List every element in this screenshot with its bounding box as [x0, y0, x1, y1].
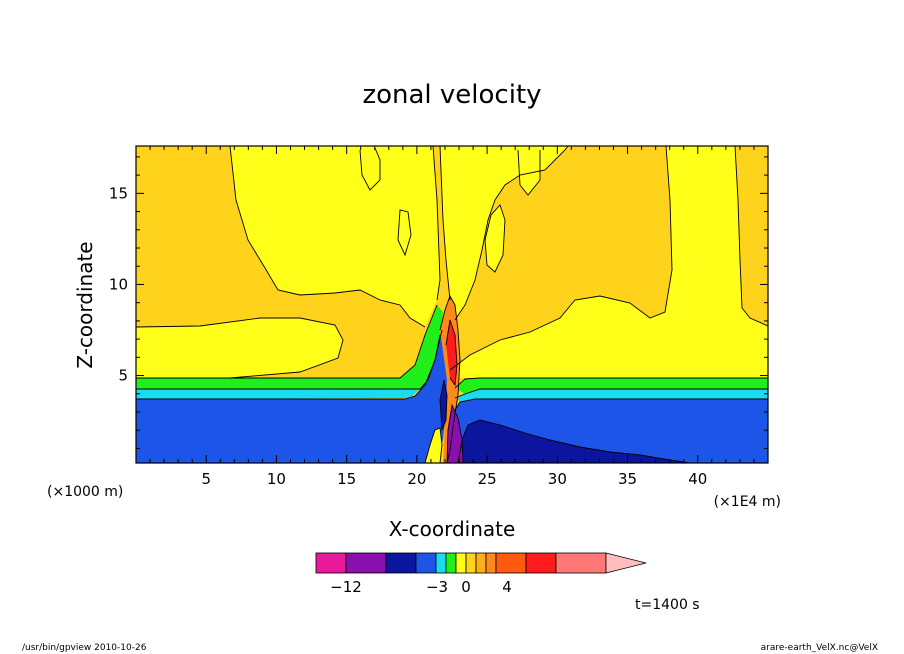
x-axis-title: X-coordinate — [389, 517, 516, 541]
contour-line — [517, 149, 541, 196]
colorbar-tick-label: −3 — [426, 578, 448, 596]
field-near-zero-region — [485, 205, 505, 272]
x-tick-label: 35 — [618, 470, 637, 488]
y-tick-label: 5 — [118, 367, 128, 385]
colorbar-labels: −12 −3 0 4 — [330, 578, 512, 596]
contour-line — [454, 145, 569, 321]
x-tick-label: 30 — [548, 470, 567, 488]
contour-line — [454, 377, 768, 389]
contour-line — [484, 204, 506, 273]
y-tick-label: 10 — [109, 275, 128, 293]
contour-line — [446, 403, 464, 464]
colorbar-swatch — [435, 552, 447, 574]
colorbar-tick-label: −12 — [330, 578, 362, 596]
colorbar-tick-label: 4 — [502, 578, 512, 596]
colorbar-tick-label: 0 — [461, 578, 471, 596]
colorbar-swatch — [555, 552, 607, 574]
field-negative-region — [136, 318, 768, 463]
contour-line — [439, 145, 451, 301]
x-tick-label: 40 — [688, 470, 707, 488]
contour-line — [432, 145, 441, 301]
contour-line — [454, 398, 768, 411]
chart-title: zonal velocity — [362, 80, 541, 110]
footer-left: /usr/bin/gpview 2010-10-26 — [22, 643, 147, 653]
contour-line — [734, 145, 769, 327]
x-tick-label: 25 — [478, 470, 497, 488]
x-tick-label: 20 — [407, 470, 426, 488]
field-near-zero-region — [136, 146, 440, 378]
contour-line — [445, 319, 458, 387]
field-near-zero-region — [398, 210, 411, 255]
colorbar-swatch — [485, 552, 497, 574]
y-axis-title: Z-coordinate — [73, 241, 97, 368]
contour-line — [136, 304, 438, 379]
y-tick-label: 15 — [109, 184, 128, 202]
contour-line — [135, 317, 344, 379]
contour-line — [439, 294, 461, 464]
field-transition-core — [425, 428, 442, 463]
field-positive-core — [446, 320, 457, 385]
field-green-band — [136, 305, 768, 394]
field-near-zero-region — [440, 146, 568, 320]
colorbar — [315, 552, 647, 574]
plot-area — [135, 145, 769, 464]
x-tick-label: 10 — [267, 470, 286, 488]
x-axis: 5 10 15 20 25 30 35 40 — [149, 146, 755, 488]
contour-line — [454, 388, 768, 399]
field-negative-core — [447, 405, 463, 463]
footer-right: arare-earth_VelX.nc@VelX — [761, 643, 878, 653]
contour-line — [359, 147, 381, 191]
y-axis: 5 10 15 — [109, 156, 768, 449]
contour-line — [457, 419, 691, 464]
time-label: t=1400 s — [635, 597, 700, 613]
colorbar-swatch — [465, 552, 477, 574]
colorbar-swatch — [495, 552, 527, 574]
x-tick-label: 5 — [201, 470, 211, 488]
field-cyan-band — [136, 389, 768, 404]
contour-line — [439, 379, 448, 431]
colorbar-swatch — [345, 552, 387, 574]
contour-lines — [135, 145, 769, 464]
x-unit-left: (×1000 m) — [47, 484, 123, 500]
colorbar-swatch — [415, 552, 437, 574]
field-near-zero-region — [450, 146, 768, 378]
contour-line — [136, 329, 443, 400]
x-tick-label: 15 — [337, 470, 356, 488]
colorbar-swatch — [445, 552, 457, 574]
colorbar-swatch — [385, 552, 417, 574]
contour-line — [397, 209, 412, 257]
plot-frame — [135, 145, 769, 464]
contour-line — [449, 145, 673, 371]
colorbar-swatch — [475, 552, 487, 574]
colorbar-swatch — [315, 552, 347, 574]
contour-line — [229, 145, 426, 328]
colorbar-swatch — [525, 552, 557, 574]
x-unit-right: (×1E4 m) — [714, 494, 781, 510]
colorbar-swatch — [455, 552, 467, 574]
contour-line — [424, 427, 443, 464]
field-deep-negative-region — [458, 420, 690, 463]
field-near-zero-region — [518, 150, 540, 195]
colorbar-arrow — [605, 552, 647, 574]
field-near-zero-region — [360, 148, 380, 190]
